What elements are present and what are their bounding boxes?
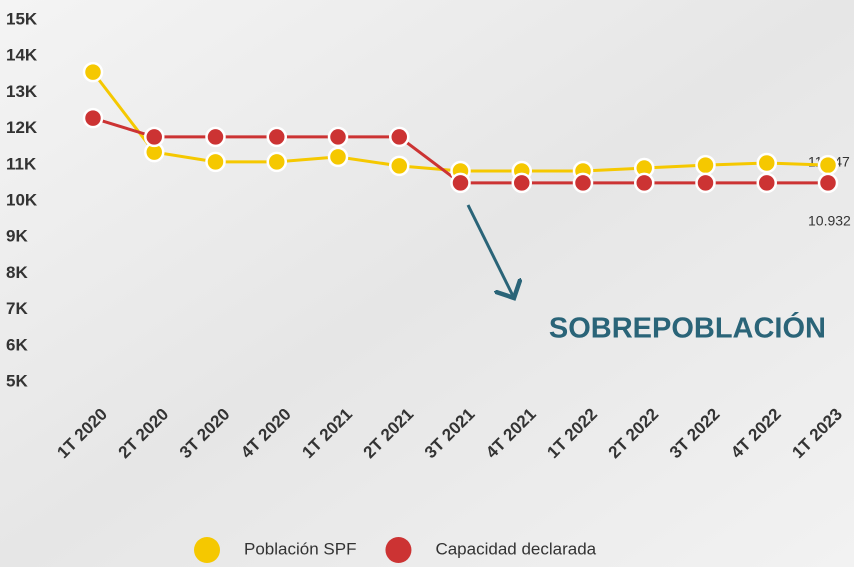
- data-point: [268, 153, 286, 171]
- data-point: [819, 174, 837, 192]
- data-point: [635, 174, 653, 192]
- y-tick-label: 13K: [6, 82, 38, 101]
- data-point: [84, 109, 102, 127]
- y-tick-label: 10K: [6, 190, 38, 209]
- y-tick-label: 5K: [6, 371, 28, 390]
- legend-label: Capacidad declarada: [435, 539, 596, 558]
- legend-label: Población SPF: [244, 539, 356, 558]
- y-tick-label: 7K: [6, 299, 28, 318]
- data-point: [145, 128, 163, 146]
- annotation: SOBREPOBLACIÓN: [549, 311, 826, 345]
- data-point: [207, 153, 225, 171]
- data-point: [390, 128, 408, 146]
- annotation: 10.932: [808, 213, 851, 229]
- y-tick-label: 14K: [6, 46, 38, 65]
- data-point: [697, 156, 715, 174]
- data-point: [390, 157, 408, 175]
- data-point: [758, 154, 776, 172]
- background: [0, 0, 854, 567]
- data-point: [697, 174, 715, 192]
- data-point: [329, 148, 347, 166]
- legend-marker: [385, 537, 411, 563]
- y-tick-label: 15K: [6, 9, 38, 28]
- data-point: [207, 128, 225, 146]
- data-point: [574, 174, 592, 192]
- data-point: [268, 128, 286, 146]
- data-point: [758, 174, 776, 192]
- chart: 11.347 10.932 SOBREPOBLACIÓN 5K6K7K8K9K1…: [0, 0, 854, 567]
- data-point: [84, 63, 102, 81]
- data-point: [513, 174, 531, 192]
- y-tick-label: 6K: [6, 335, 28, 354]
- data-point: [329, 128, 347, 146]
- y-tick-label: 9K: [6, 227, 28, 246]
- y-tick-label: 11K: [6, 154, 37, 173]
- y-tick-label: 8K: [6, 263, 28, 282]
- data-point: [819, 156, 837, 174]
- data-point: [452, 174, 470, 192]
- legend-marker: [194, 537, 220, 563]
- y-tick-label: 12K: [6, 118, 38, 137]
